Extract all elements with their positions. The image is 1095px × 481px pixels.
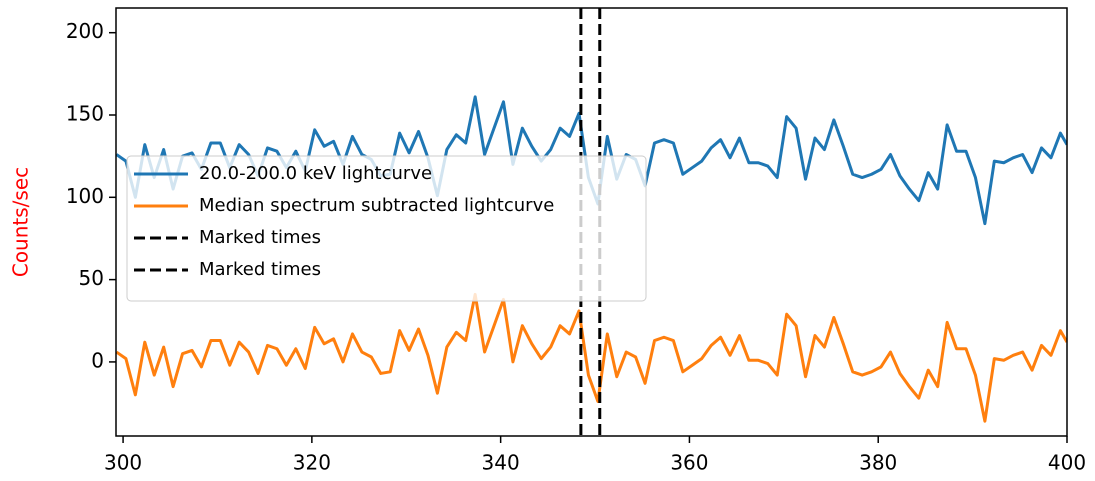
legend-label: Marked times: [199, 259, 321, 280]
legend-label: 20.0-200.0 keV lightcurve: [199, 163, 432, 184]
y-tick-label: 200: [66, 19, 104, 43]
legend-box: [126, 155, 647, 302]
y-tick-label: 150: [66, 102, 104, 126]
x-tick-label: 300: [104, 451, 142, 475]
x-tick-label: 340: [482, 451, 520, 475]
y-tick-label: 0: [91, 348, 104, 372]
x-tick-label: 400: [1048, 451, 1086, 475]
x-tick-label: 360: [670, 451, 708, 475]
y-axis-label: Counts/sec: [9, 167, 33, 277]
y-tick-label: 50: [79, 266, 104, 290]
x-tick-label: 380: [859, 451, 897, 475]
legend-label: Marked times: [199, 227, 321, 248]
legend: 20.0-200.0 keV lightcurve Median spectrum…: [126, 155, 647, 302]
plot-frame: [115, 7, 1068, 437]
x-tick-label: 320: [293, 451, 331, 475]
legend-label: Median spectrum subtracted lightcurve: [199, 195, 554, 216]
series-line: [116, 292, 1067, 423]
y-tick-label: 100: [66, 184, 104, 208]
